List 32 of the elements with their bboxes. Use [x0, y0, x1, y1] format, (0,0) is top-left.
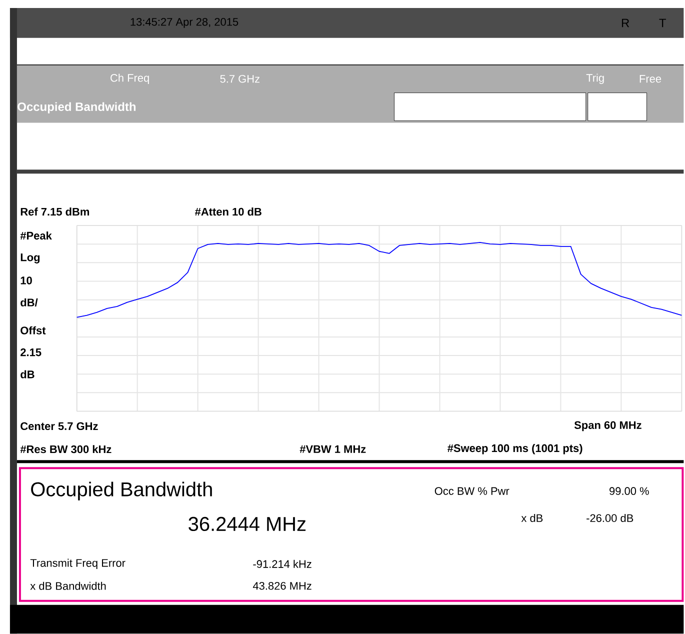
text: -26.00 dB: [586, 514, 634, 522]
text: Ch Freq: [110, 74, 149, 84]
text: 99.00 %: [610, 487, 649, 496]
text: #Atten 10 dB: [195, 208, 262, 216]
text: x dB Bandwidth: [30, 582, 106, 590]
text: Trig: [586, 74, 604, 84]
text: Offst: [20, 326, 46, 334]
text: #Sweep 100 ms (1001 pts): [448, 444, 582, 454]
text: Occ BW % Pwr: [434, 487, 510, 496]
chart-title: Occupied Bandwidth: [18, 102, 136, 114]
text: T: [659, 18, 666, 28]
text: 43.826 MHz: [252, 582, 312, 590]
text: 13:45:27 Apr 28, 2015: [130, 18, 238, 28]
text: R: [622, 18, 630, 28]
text: dB: [20, 370, 34, 378]
text: Ref 7.15 dBm: [20, 208, 90, 216]
text: #VBW 1 MHz: [300, 445, 366, 454]
text: 10: [20, 276, 32, 284]
text: -91.214 kHz: [253, 560, 312, 568]
text: Center 5.7 GHz: [20, 422, 98, 430]
text: Span 60 MHz: [574, 421, 642, 432]
text: dB/: [20, 298, 38, 307]
text: x dB: [521, 514, 543, 522]
text: Occupied Bandwidth: [31, 482, 212, 500]
text: 2.15: [20, 348, 42, 356]
text: Transmit Freq Error: [30, 558, 126, 570]
text: #Res BW 300 kHz: [20, 445, 112, 454]
text: 36.2444 MHz: [188, 517, 306, 532]
text: Log: [20, 254, 40, 264]
text: 5.7 GHz: [220, 75, 260, 83]
text: Free: [640, 75, 662, 83]
text: #Peak: [20, 232, 52, 240]
